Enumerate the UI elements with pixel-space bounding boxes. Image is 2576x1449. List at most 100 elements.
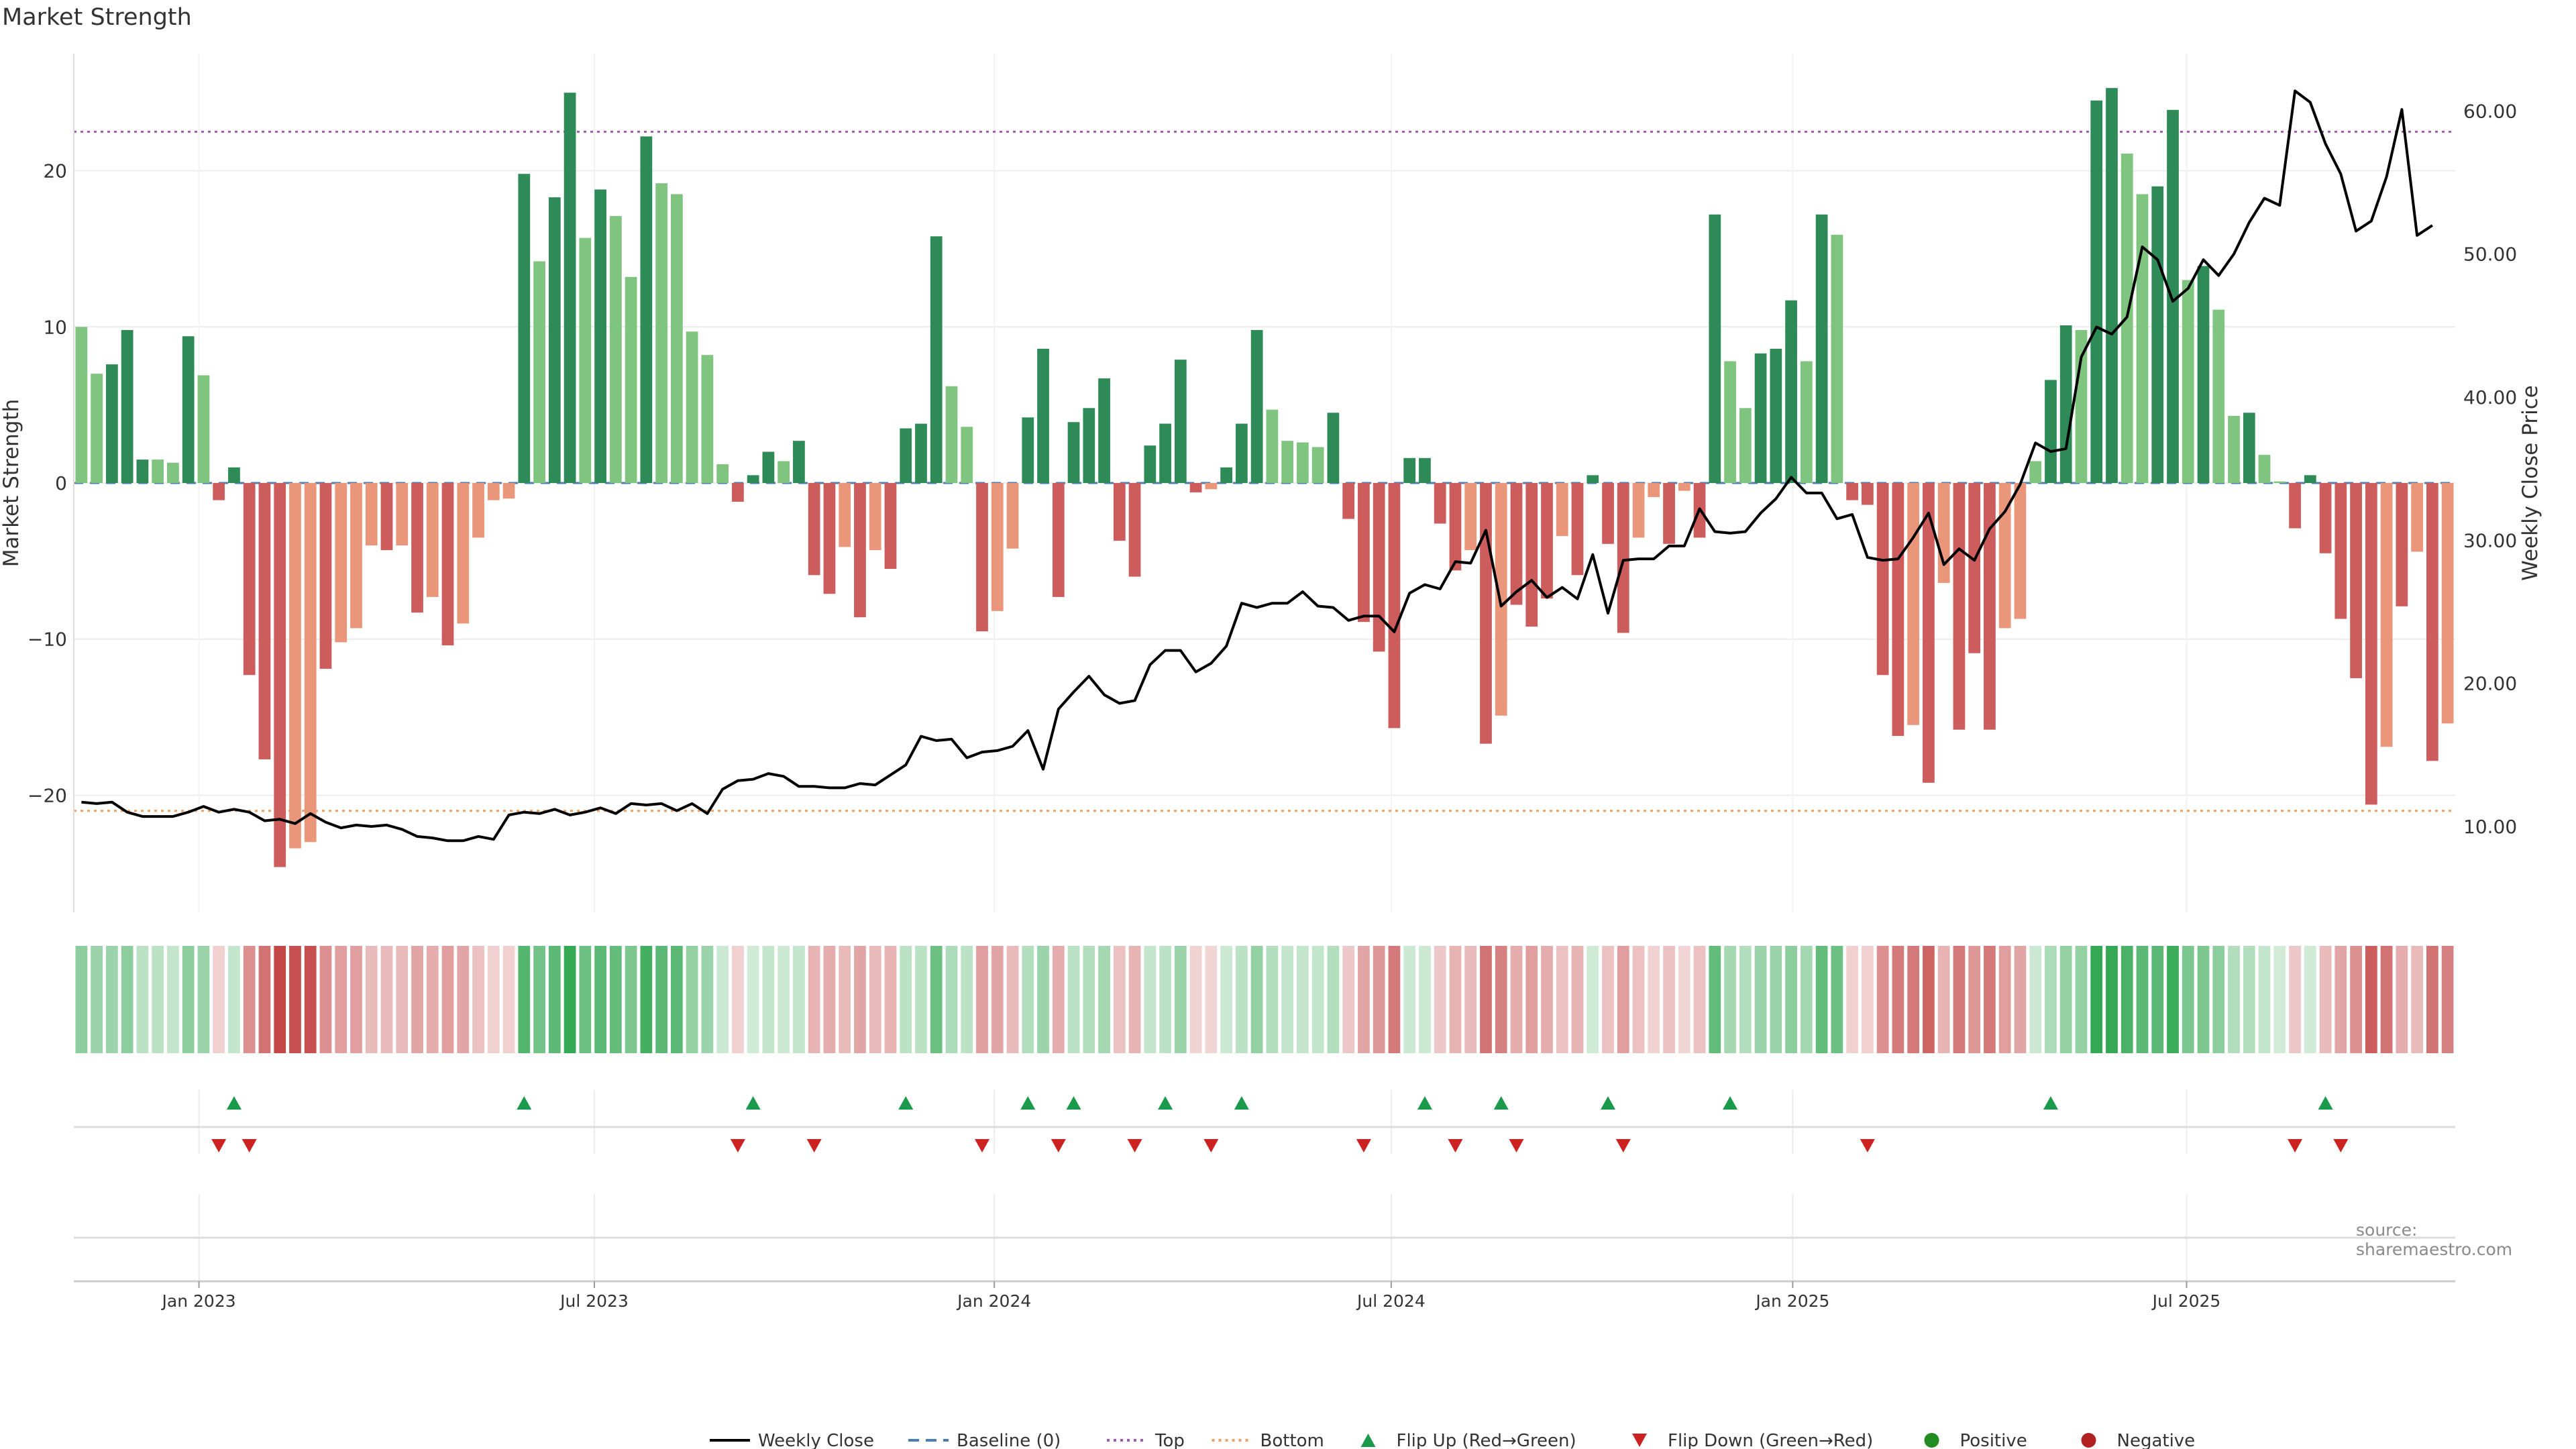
heat-cell bbox=[502, 946, 515, 1053]
heat-cell bbox=[1052, 946, 1065, 1053]
heat-cell bbox=[808, 946, 820, 1053]
strength-bar bbox=[1510, 483, 1523, 605]
heat-cell bbox=[2258, 946, 2271, 1053]
strength-bar bbox=[991, 483, 1004, 611]
heat-cell bbox=[2182, 946, 2194, 1053]
flip-up-marker bbox=[1723, 1096, 1738, 1110]
flip-up-marker bbox=[1601, 1096, 1616, 1110]
strength-bar bbox=[548, 197, 561, 483]
reference-lines bbox=[74, 130, 2455, 812]
heat-cell bbox=[1770, 946, 1782, 1053]
y-axis-label: Market Strength bbox=[0, 399, 23, 568]
heat-cell bbox=[411, 946, 423, 1053]
strength-bar bbox=[2151, 186, 2164, 483]
heat-cell bbox=[2136, 946, 2149, 1053]
strength-bar bbox=[1525, 483, 1538, 627]
legend-label: Weekly Close bbox=[758, 1431, 874, 1449]
flip-up-marker bbox=[517, 1096, 532, 1110]
strength-bar bbox=[1571, 483, 1584, 576]
heat-cell bbox=[716, 946, 729, 1053]
heat-cell bbox=[1617, 946, 1629, 1053]
strength-bar bbox=[945, 386, 958, 483]
heat-cell bbox=[1449, 946, 1462, 1053]
strength-bar bbox=[2197, 266, 2210, 483]
x-tick-label: Jan 2024 bbox=[956, 1291, 1031, 1311]
heat-cell bbox=[1113, 946, 1126, 1053]
strength-bar bbox=[976, 483, 988, 632]
heat-cell bbox=[426, 946, 439, 1053]
heat-cell bbox=[839, 946, 851, 1053]
heat-cell bbox=[1205, 946, 1218, 1053]
strength-bar bbox=[1617, 483, 1629, 633]
flip-up-marker bbox=[1066, 1096, 1081, 1110]
strength-bar bbox=[564, 93, 576, 483]
strength-bar bbox=[1739, 408, 1752, 483]
heat-cell bbox=[1311, 946, 1324, 1053]
heat-cell bbox=[1250, 946, 1263, 1053]
strength-bar bbox=[823, 483, 836, 594]
heat-cell bbox=[1373, 946, 1385, 1053]
heat-cell bbox=[701, 946, 714, 1053]
strength-bar bbox=[1327, 413, 1340, 483]
heat-cell bbox=[243, 946, 256, 1053]
strength-bar bbox=[1159, 423, 1171, 483]
strength-bar bbox=[2075, 329, 2088, 483]
strength-bar bbox=[1449, 483, 1462, 571]
legend-label: Flip Down (Green→Red) bbox=[1668, 1431, 1873, 1449]
x-tick-label: Jul 2024 bbox=[1356, 1291, 1426, 1311]
y-tick-label: 10 bbox=[43, 316, 67, 338]
heat-cell bbox=[1648, 946, 1660, 1053]
heat-cell bbox=[228, 946, 240, 1053]
flip-markers bbox=[74, 1096, 2455, 1239]
strength-bar bbox=[594, 189, 606, 483]
heat-cell bbox=[732, 946, 744, 1053]
heat-cell bbox=[2304, 946, 2316, 1053]
strength-bar bbox=[2136, 194, 2149, 483]
heat-cell bbox=[1693, 946, 1706, 1053]
heat-cell bbox=[2411, 946, 2423, 1053]
strength-bar bbox=[274, 483, 286, 867]
heat-cell bbox=[1907, 946, 1920, 1053]
heat-cell bbox=[1067, 946, 1080, 1053]
strength-bar bbox=[2319, 483, 2332, 553]
strength-bar bbox=[1403, 458, 1416, 483]
heat-cell bbox=[106, 946, 118, 1053]
heat-cell bbox=[1464, 946, 1477, 1053]
heat-cell bbox=[1327, 946, 1340, 1053]
weekly-close-line bbox=[81, 89, 2433, 843]
y-tick-label: −10 bbox=[28, 629, 67, 651]
heat-cell bbox=[1159, 946, 1171, 1053]
strength-bar bbox=[243, 483, 256, 676]
heat-cell bbox=[518, 946, 531, 1053]
heat-cell bbox=[2426, 946, 2438, 1053]
axes-layer: 20 10 0 −10 −20 60.00 50.00 40.00 30.00 20.00 10.0… bbox=[0, 54, 2542, 912]
heat-cell bbox=[274, 946, 286, 1053]
heat-cell bbox=[1495, 946, 1507, 1053]
strength-bar bbox=[1419, 458, 1431, 483]
heat-cell bbox=[2243, 946, 2255, 1053]
strength-bar bbox=[365, 483, 378, 546]
heat-cell bbox=[991, 946, 1004, 1053]
heat-cell bbox=[1632, 946, 1645, 1053]
strength-bar bbox=[1083, 408, 1095, 483]
strength-bar bbox=[2106, 88, 2118, 483]
strength-bar bbox=[1632, 483, 1645, 538]
heat-cell bbox=[1403, 946, 1416, 1053]
strength-bar bbox=[884, 483, 897, 569]
heat-cell bbox=[2029, 946, 2042, 1053]
strength-bar bbox=[396, 483, 409, 546]
strength-bar bbox=[609, 216, 622, 483]
strength-bar bbox=[1541, 483, 1553, 599]
heat-cell bbox=[1189, 946, 1202, 1053]
strength-bar bbox=[701, 355, 714, 483]
heat-cell bbox=[1525, 946, 1538, 1053]
heat-cell bbox=[2059, 946, 2072, 1053]
strength-bars bbox=[75, 88, 2454, 867]
strength-bar bbox=[640, 136, 653, 483]
legend-item: Bottom bbox=[1212, 1431, 1324, 1449]
strength-bar bbox=[2365, 483, 2377, 805]
strength-bar bbox=[228, 467, 240, 483]
heat-cell bbox=[441, 946, 454, 1053]
heat-cell bbox=[2334, 946, 2347, 1053]
